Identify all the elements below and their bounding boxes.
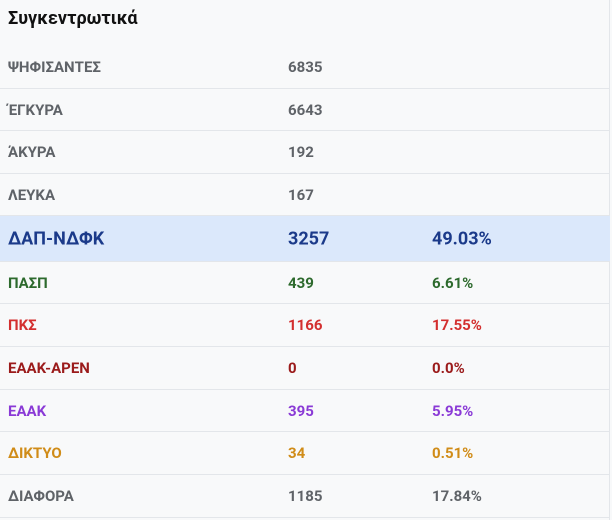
row-label: ΔΑΠ-ΝΔΦΚ: [8, 228, 105, 249]
row-label: ΛΕΥΚΑ: [8, 185, 56, 204]
row-percent: 17.84%: [432, 487, 482, 505]
table-row: ΈΓΚΥΡΑ 6643: [0, 89, 610, 131]
table-row: ΕΑΑΚ 395 5.95%: [0, 390, 610, 432]
row-count: 439: [288, 273, 314, 292]
row-count: 167: [288, 185, 314, 204]
row-count: 1166: [288, 316, 323, 334]
table-row: ΨΗΦΙΣΑΝΤΕΣ 6835: [0, 46, 610, 89]
row-percent: 17.55%: [432, 316, 482, 334]
row-label: ΆΚΥΡΑ: [8, 143, 56, 161]
row-label: ΕΑΑΚ: [8, 401, 47, 420]
row-percent: 0.0%: [432, 359, 465, 377]
table-row: ΕΑΑΚ-ΑΡΕΝ 0 0.0%: [0, 347, 610, 390]
row-label: ΠΑΣΠ: [8, 273, 48, 292]
row-label: ΕΑΑΚ-ΑΡΕΝ: [8, 359, 90, 377]
row-count: 3257: [288, 228, 330, 249]
row-count: 1185: [288, 487, 323, 505]
table-row: ΠΚΣ 1166 17.55%: [0, 304, 610, 347]
row-label: ΨΗΦΙΣΑΝΤΕΣ: [8, 58, 101, 76]
table-row: ΠΑΣΠ 439 6.61%: [0, 262, 610, 304]
row-percent: 6.61%: [432, 273, 474, 292]
row-count: 192: [288, 143, 314, 161]
table-row: ΔΑΠ-ΝΔΦΚ 3257 49.03%: [0, 216, 610, 262]
row-percent: 5.95%: [432, 401, 474, 420]
row-label: ΈΓΚΥΡΑ: [8, 100, 63, 119]
row-percent: 0.51%: [432, 444, 474, 462]
row-count: 0: [288, 359, 297, 377]
table-row: ΛΕΥΚΑ 167: [0, 174, 610, 216]
table-row: ΔΙΚΤΥΟ 34 0.51%: [0, 432, 610, 475]
row-count: 6835: [288, 58, 323, 76]
title: Συγκεντρωτικά: [8, 8, 138, 29]
row-count: 395: [288, 401, 314, 420]
row-count: 34: [288, 444, 306, 462]
row-count: 6643: [288, 100, 323, 119]
row-label: ΔΙΚΤΥΟ: [8, 444, 62, 462]
row-percent: 49.03%: [432, 228, 492, 249]
row-label: ΔΙΑΦΟΡΑ: [8, 487, 74, 505]
table-row: ΔΙΑΦΟΡΑ 1185 17.84%: [0, 475, 610, 518]
row-label: ΠΚΣ: [8, 316, 37, 334]
table-row: ΆΚΥΡΑ 192: [0, 131, 610, 174]
